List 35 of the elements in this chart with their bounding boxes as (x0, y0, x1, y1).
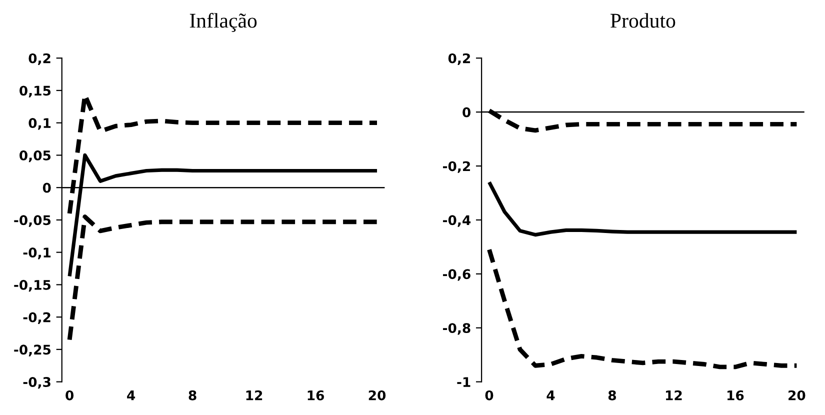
chart-title: Produto (610, 13, 676, 28)
x-tick-label: 12 (246, 390, 262, 400)
x-tick-label: 0 (66, 390, 74, 400)
chart-title: Inflação (190, 12, 257, 32)
x-tick-label: 8 (188, 390, 196, 400)
y-tick-label: -0,2 (443, 161, 470, 173)
x-tick-label: 20 (368, 390, 386, 400)
y-tick-label: -0,6 (443, 269, 470, 281)
y-tick-label: 0,15 (20, 86, 51, 98)
x-tick-label: 4 (546, 390, 555, 400)
y-tick-label: 0 (42, 182, 51, 193)
line-series (487, 247, 799, 370)
y-tick-label: 0,05 (20, 150, 51, 162)
x-tick-label: 0 (485, 390, 494, 400)
x-tick-label: 8 (608, 390, 616, 400)
y-tick-label: -1 (457, 377, 470, 387)
x-tick-label: 16 (308, 390, 324, 400)
y-tick-label: -0,15 (14, 280, 51, 292)
y-tick-label: -0,2 (23, 312, 50, 324)
line-series (67, 214, 380, 342)
y-tick-label: -0,1 (23, 248, 51, 260)
line-series (487, 180, 798, 237)
x-tick-label: 20 (788, 390, 806, 400)
y-tick-label: -0,25 (14, 344, 51, 356)
y-tick-label: 0 (462, 107, 470, 118)
y-tick-label: -0,3 (23, 377, 50, 389)
y-tick-label: 0,1 (28, 118, 51, 130)
y-tick-label: 0,2 (28, 53, 50, 65)
y-tick-label: -0,05 (14, 215, 51, 227)
x-tick-label: 12 (666, 390, 682, 400)
x-tick-label: 16 (728, 390, 744, 400)
y-tick-label: -0,4 (443, 215, 471, 227)
y-tick-label: 0,2 (448, 53, 470, 65)
x-tick-label: 4 (127, 390, 136, 400)
y-tick-label: -0,8 (443, 323, 470, 335)
